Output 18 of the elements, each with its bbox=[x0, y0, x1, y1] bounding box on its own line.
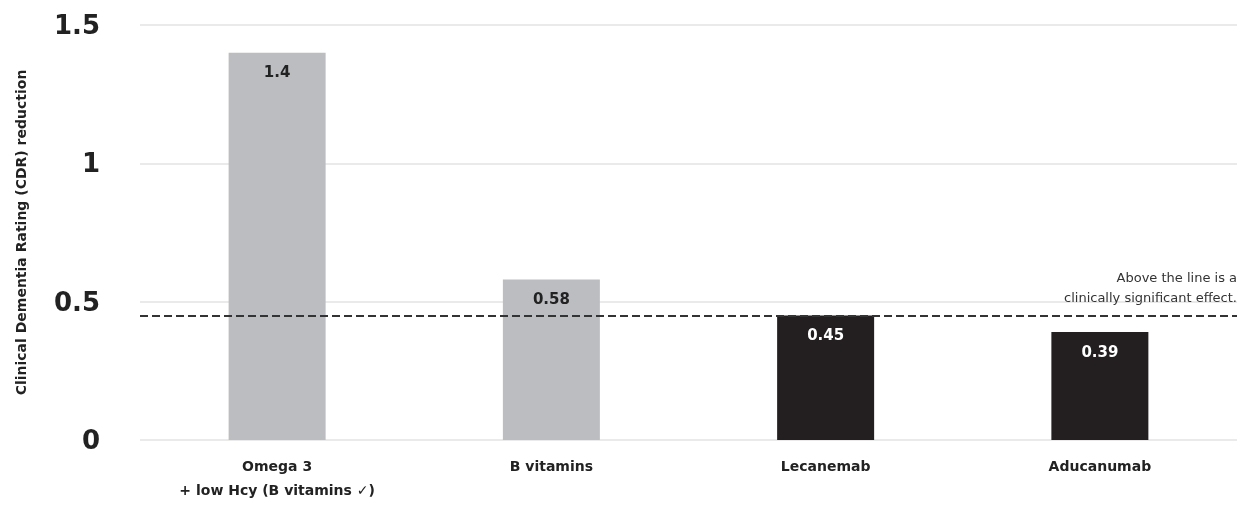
data-label: 1.4 bbox=[263, 63, 291, 82]
y-tick-label: 1 bbox=[81, 148, 100, 179]
bar bbox=[1051, 332, 1149, 440]
x-tick-label: Lecanemab bbox=[780, 458, 871, 474]
y-tick-label: 1.5 bbox=[53, 10, 100, 40]
x-tick-label: Omega 3 + low Hcy (B vitamins ✓) bbox=[179, 458, 375, 498]
bar bbox=[502, 279, 600, 440]
data-label: 0.45 bbox=[807, 326, 845, 344]
y-tick-label: 0.5 bbox=[53, 286, 100, 317]
bar bbox=[228, 52, 326, 440]
y-tick-label: 0 bbox=[81, 425, 100, 455]
x-tick-label: B vitamins bbox=[509, 458, 594, 474]
x-tick-label: Aducanumab bbox=[1048, 458, 1152, 474]
data-label: 0.58 bbox=[532, 290, 570, 309]
ref-line-label: Above the line is a clinically significant effect. bbox=[1064, 270, 1237, 305]
data-label: 0.39 bbox=[1081, 342, 1119, 361]
bar bbox=[777, 315, 875, 440]
y-axis-title: Clinical Dementia Rating (CDR) reduction bbox=[13, 69, 29, 396]
